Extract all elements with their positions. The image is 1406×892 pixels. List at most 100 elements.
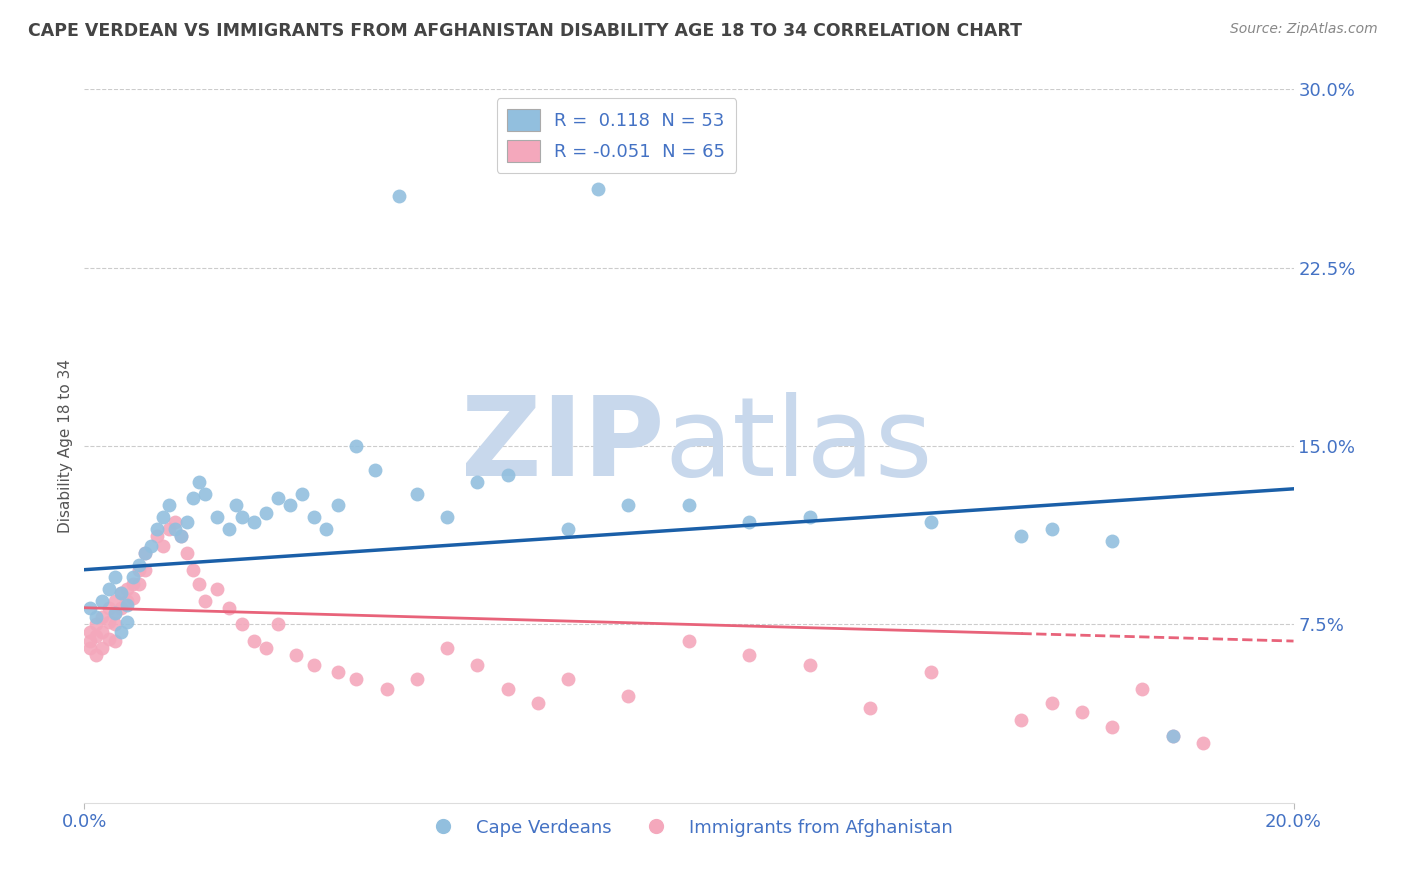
Point	[1192, 736, 1215, 750]
Point	[218, 600, 240, 615]
Point	[115, 615, 138, 629]
Point	[278, 499, 301, 513]
Point	[285, 648, 308, 663]
Point	[436, 510, 458, 524]
Point	[1071, 706, 1094, 720]
Point	[557, 522, 579, 536]
Point	[302, 510, 325, 524]
Point	[157, 499, 180, 513]
Point	[1040, 522, 1063, 536]
Point	[104, 606, 127, 620]
Point	[496, 467, 519, 482]
Point	[128, 577, 150, 591]
Point	[920, 515, 942, 529]
Point	[91, 641, 114, 656]
Point	[1161, 729, 1184, 743]
Point	[267, 491, 290, 506]
Point	[218, 522, 240, 536]
Point	[121, 591, 143, 606]
Point	[188, 577, 211, 591]
Point	[738, 515, 761, 529]
Point	[328, 499, 350, 513]
Point	[254, 641, 277, 656]
Point	[588, 182, 610, 196]
Point	[134, 546, 156, 560]
Point	[181, 563, 204, 577]
Point	[194, 486, 217, 500]
Point	[1130, 681, 1153, 696]
Point	[467, 475, 489, 489]
Point	[291, 486, 314, 500]
Point	[176, 546, 198, 560]
Point	[170, 529, 193, 543]
Point	[678, 499, 700, 513]
Point	[527, 696, 550, 710]
Point	[165, 515, 187, 529]
Point	[104, 593, 127, 607]
Point	[152, 510, 174, 524]
Point	[79, 624, 101, 639]
Point	[207, 510, 229, 524]
Point	[496, 681, 519, 696]
Text: atlas: atlas	[665, 392, 934, 500]
Point	[97, 582, 120, 596]
Point	[86, 648, 108, 663]
Point	[617, 689, 640, 703]
Point	[121, 570, 143, 584]
Point	[302, 657, 325, 672]
Point	[678, 634, 700, 648]
Point	[859, 700, 882, 714]
Point	[79, 600, 101, 615]
Point	[207, 582, 229, 596]
Point	[97, 600, 120, 615]
Point	[157, 522, 180, 536]
Point	[557, 672, 579, 686]
Point	[254, 506, 277, 520]
Point	[165, 522, 187, 536]
Y-axis label: Disability Age 18 to 34: Disability Age 18 to 34	[58, 359, 73, 533]
Point	[110, 600, 132, 615]
Point	[1101, 720, 1123, 734]
Point	[617, 499, 640, 513]
Point	[436, 641, 458, 656]
Point	[128, 558, 150, 572]
Point	[121, 577, 143, 591]
Text: Source: ZipAtlas.com: Source: ZipAtlas.com	[1230, 22, 1378, 37]
Point	[799, 657, 821, 672]
Point	[328, 665, 350, 679]
Point	[1101, 534, 1123, 549]
Point	[110, 586, 132, 600]
Point	[104, 570, 127, 584]
Point	[91, 624, 114, 639]
Point	[104, 617, 127, 632]
Point	[231, 617, 253, 632]
Point	[375, 681, 398, 696]
Point	[134, 563, 156, 577]
Point	[104, 634, 127, 648]
Point	[79, 634, 101, 648]
Point	[104, 606, 127, 620]
Point	[406, 486, 429, 500]
Point	[388, 189, 411, 203]
Point	[128, 563, 150, 577]
Point	[139, 539, 162, 553]
Point	[315, 522, 337, 536]
Point	[79, 641, 101, 656]
Point	[97, 615, 120, 629]
Point	[146, 529, 169, 543]
Text: ZIP: ZIP	[461, 392, 665, 500]
Point	[115, 599, 138, 613]
Point	[1040, 696, 1063, 710]
Point	[188, 475, 211, 489]
Point	[799, 510, 821, 524]
Point	[91, 610, 114, 624]
Point	[1161, 729, 1184, 743]
Point	[406, 672, 429, 686]
Point	[146, 522, 169, 536]
Point	[115, 593, 138, 607]
Point	[738, 648, 761, 663]
Point	[86, 617, 108, 632]
Legend: Cape Verdeans, Immigrants from Afghanistan: Cape Verdeans, Immigrants from Afghanist…	[418, 812, 960, 844]
Point	[225, 499, 247, 513]
Text: CAPE VERDEAN VS IMMIGRANTS FROM AFGHANISTAN DISABILITY AGE 18 TO 34 CORRELATION : CAPE VERDEAN VS IMMIGRANTS FROM AFGHANIS…	[28, 22, 1022, 40]
